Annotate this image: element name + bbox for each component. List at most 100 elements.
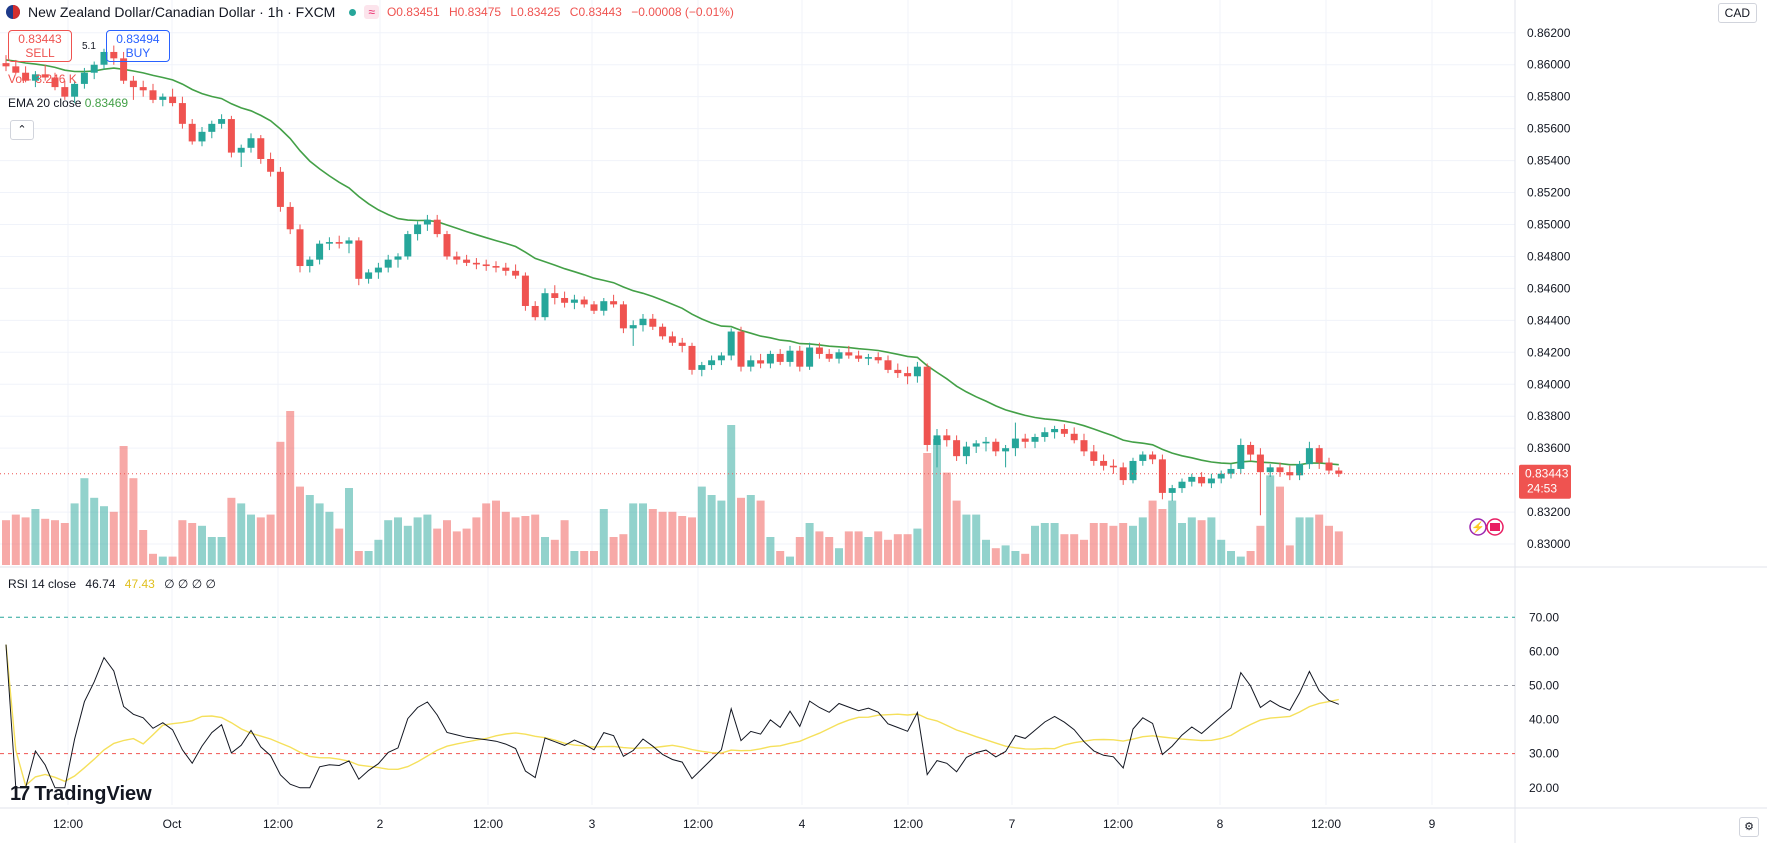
- volume-bar: [413, 517, 422, 565]
- price-tick-label: 0.84600: [1527, 281, 1571, 295]
- candle-body: [1305, 448, 1313, 465]
- candle-body: [776, 353, 784, 362]
- candle-body: [276, 171, 284, 207]
- volume-bar: [178, 520, 187, 565]
- volume-bar: [903, 534, 912, 565]
- volume-bar: [1070, 534, 1079, 565]
- volume-bar: [139, 530, 148, 565]
- candle-body: [1100, 460, 1108, 466]
- volume-bar: [374, 539, 383, 565]
- price-tick-label: 0.84200: [1527, 345, 1571, 359]
- sell-button[interactable]: 0.83443 SELL: [8, 30, 72, 62]
- volume-bar: [893, 534, 902, 565]
- volume-bar: [697, 486, 706, 565]
- volume-bar: [1217, 539, 1226, 565]
- candle-body: [1207, 478, 1215, 484]
- ema-value: 0.83469: [84, 96, 129, 110]
- volume-bar: [1080, 539, 1088, 565]
- volume-bar: [952, 500, 961, 565]
- candle-body: [1296, 464, 1304, 476]
- candle-body: [982, 441, 990, 444]
- time-tick-label: 4: [799, 817, 806, 831]
- volume-bar: [1031, 525, 1039, 565]
- nzd-cad-flag-icon: [6, 5, 20, 19]
- market-open-icon: [349, 8, 357, 16]
- candle-body: [208, 123, 216, 132]
- ema-legend[interactable]: EMA 20 close 0.83469: [8, 96, 128, 110]
- candle-body: [227, 119, 235, 153]
- ema-line: [5, 59, 1339, 466]
- volume-bar: [403, 525, 412, 565]
- settings-icon[interactable]: ⚙: [1739, 817, 1759, 837]
- event-lightning-icon: [1469, 518, 1487, 536]
- rsi-tick-label: 30.00: [1529, 747, 1559, 761]
- volume-bar: [1011, 551, 1020, 565]
- candle-body: [31, 74, 39, 81]
- volume-bar: [41, 518, 50, 565]
- rsi-ma-line: [5, 644, 1339, 787]
- candle-body: [531, 305, 539, 318]
- brand-name: TradingView: [34, 783, 152, 805]
- candle-body: [414, 224, 422, 235]
- candle-body: [129, 80, 137, 88]
- candle-body: [747, 360, 755, 367]
- candle-body: [561, 297, 569, 303]
- volume-bar: [462, 528, 471, 565]
- volume-bar: [1207, 517, 1216, 565]
- volume-bar: [629, 503, 638, 565]
- time-tick-label: 12:00: [263, 817, 293, 831]
- volume-bar: [2, 520, 10, 565]
- volume-bar: [1334, 531, 1343, 565]
- volume-bar: [746, 495, 755, 565]
- trade-panel: 0.83443 SELL 5.1 0.83494 BUY: [8, 30, 170, 62]
- currency-selector[interactable]: CAD: [1717, 3, 1757, 23]
- tradingview-logo[interactable]: 17 TradingView: [10, 783, 152, 806]
- candle-body: [149, 90, 157, 100]
- volume-bar: [933, 439, 941, 565]
- candle-body: [864, 357, 872, 359]
- volume-bar: [443, 520, 451, 565]
- candle-body: [71, 83, 79, 97]
- volume-legend[interactable]: Vol · 3.246 K: [8, 72, 77, 86]
- candle-body: [374, 267, 382, 273]
- candle-body: [90, 64, 98, 73]
- volume-bar: [256, 517, 265, 565]
- buy-button[interactable]: 0.83494 BUY: [105, 30, 170, 62]
- candle-body: [904, 373, 912, 377]
- volume-bar: [982, 539, 990, 565]
- volume-bar: [1099, 523, 1108, 565]
- rsi-legend[interactable]: RSI 14 close 46.74 47.43 ∅ ∅ ∅ ∅: [8, 577, 216, 591]
- volume-bar: [198, 525, 206, 565]
- volume-bar: [31, 509, 40, 565]
- volume-bar: [1021, 553, 1030, 565]
- volume-bar: [1295, 517, 1304, 565]
- time-tick-label: 12:00: [683, 817, 713, 831]
- volume-bar: [590, 551, 598, 565]
- rsi-ma-value: 47.43: [124, 577, 155, 591]
- candle-body: [708, 360, 716, 366]
- candle-body: [894, 369, 902, 374]
- volume-bar: [707, 495, 716, 565]
- candle-body: [688, 345, 696, 370]
- volume-bar: [766, 537, 775, 565]
- candle-body: [80, 72, 88, 84]
- rsi-label: RSI 14 close: [8, 577, 77, 591]
- symbol-title[interactable]: New Zealand Dollar/Canadian Dollar · 1h …: [28, 4, 336, 20]
- volume-bar: [962, 514, 971, 565]
- high-value: H0.83475: [449, 5, 502, 19]
- collapse-legend-button[interactable]: ⌃: [10, 120, 34, 140]
- volume-bar: [1138, 517, 1147, 565]
- volume-bar: [394, 517, 402, 565]
- wave-icon[interactable]: ≈: [364, 5, 379, 19]
- candle-body: [267, 158, 275, 172]
- countdown-label: 24:53: [1527, 482, 1557, 496]
- volume-bar: [835, 548, 843, 565]
- time-tick-label: Oct: [163, 817, 182, 831]
- candle-body: [1247, 444, 1255, 455]
- candle-body: [1129, 460, 1137, 481]
- candle-body: [1266, 467, 1274, 473]
- rsi-value: 46.74: [85, 577, 116, 591]
- candle-body: [1109, 465, 1117, 468]
- candle-body: [472, 262, 480, 265]
